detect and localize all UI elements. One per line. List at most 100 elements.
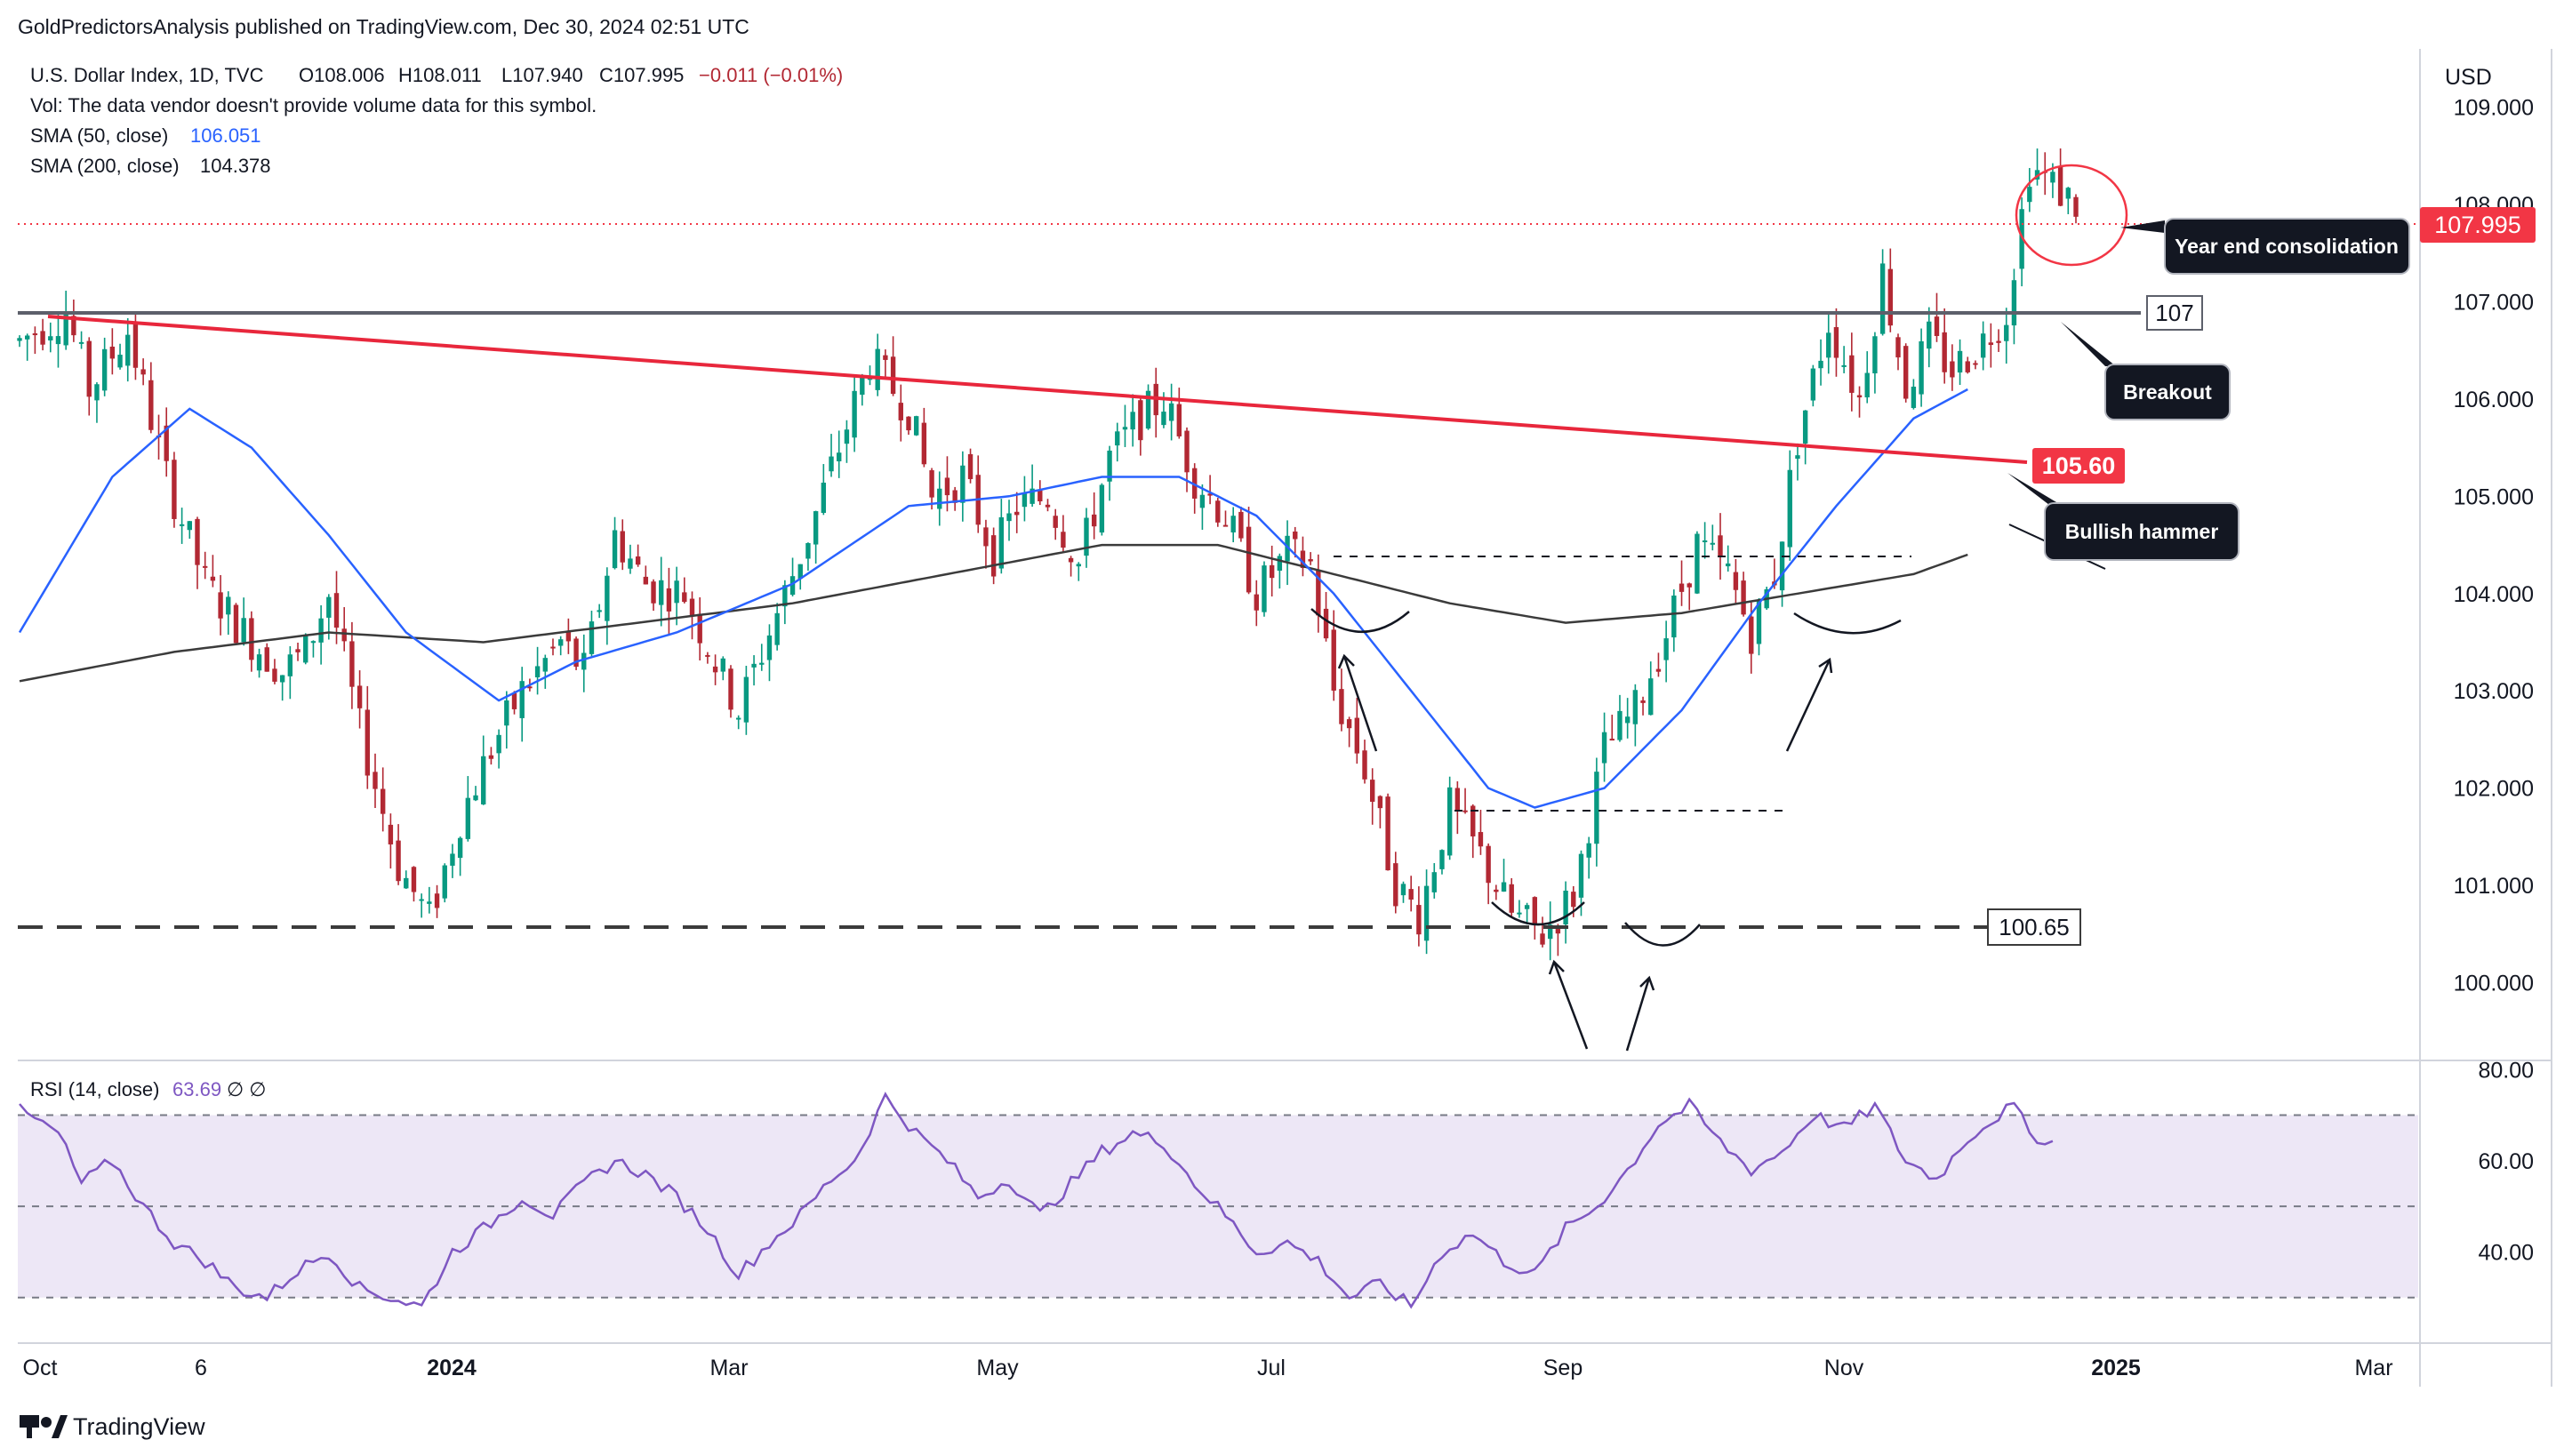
resistance-label[interactable]: 107	[2146, 295, 2203, 331]
candle-body	[1331, 629, 1336, 691]
candle-body	[527, 686, 533, 689]
price-tick-5: 104.000	[2454, 582, 2534, 607]
candle-body	[1872, 336, 1878, 374]
cup-left-1[interactable]	[1310, 608, 1410, 633]
candle-body	[1246, 526, 1252, 593]
candle-body	[17, 338, 22, 341]
candle-body	[519, 681, 525, 718]
arrow-4[interactable]	[1625, 975, 1655, 1052]
candle-body	[1091, 514, 1097, 527]
arrow-1[interactable]	[1337, 653, 1378, 752]
candle-body	[349, 641, 355, 687]
candle-body	[427, 901, 432, 904]
price-tick-3: 106.000	[2454, 388, 2534, 412]
callout-bullish-hammer[interactable]: Bullish hammer	[2007, 473, 2239, 561]
candle-body	[620, 531, 625, 563]
candle-body	[2073, 196, 2079, 217]
candle-body	[550, 646, 556, 649]
support-label[interactable]: 100.65	[1987, 908, 2081, 946]
candle-body	[1254, 594, 1259, 611]
candle-body	[565, 631, 572, 642]
price-tick-9: 100.000	[2454, 971, 2534, 996]
callout-breakout[interactable]: Breakout	[2061, 322, 2231, 420]
candle-body	[233, 604, 239, 644]
candle-body	[1934, 316, 1940, 336]
candle-body	[852, 390, 857, 438]
candle-body	[78, 341, 84, 344]
tradingview-logo[interactable]	[20, 1415, 68, 1438]
candle-body	[1950, 361, 1955, 378]
candle-body	[875, 348, 880, 390]
candle-body	[1887, 268, 1894, 326]
candle-body	[666, 588, 672, 612]
candle-body	[1431, 872, 1437, 892]
price-tick-4: 105.000	[2454, 484, 2534, 509]
legend-symbol-row: U.S. Dollar Index, 1D, TVC O108.006 H108…	[30, 64, 843, 86]
candle-body	[249, 618, 254, 660]
candle-body	[1532, 897, 1538, 925]
candle-body	[712, 666, 718, 673]
candle-body	[481, 756, 486, 804]
time-tick-3: Mar	[709, 1356, 748, 1380]
candle-body	[2050, 172, 2055, 183]
candle-body	[1277, 556, 1283, 572]
callout-year-end-text: Year end consolidation	[2175, 235, 2399, 258]
candle-body	[890, 356, 896, 395]
cup-bottom-1[interactable]	[1491, 901, 1585, 926]
candles	[17, 148, 2079, 961]
last-price-tag[interactable]: 107.995	[2420, 207, 2536, 243]
candle-body	[1238, 511, 1244, 539]
candle-body	[1199, 494, 1206, 508]
last-price-text: 107.995	[2434, 212, 2521, 238]
falling-trendline[interactable]	[47, 315, 2028, 464]
candle-body	[40, 331, 45, 345]
drawings	[18, 164, 2420, 1052]
candle-body	[1323, 608, 1329, 639]
candle-body	[821, 482, 827, 514]
arrow-2[interactable]	[1785, 657, 1833, 752]
arrow-3[interactable]	[1548, 959, 1589, 1050]
candle-body	[1648, 678, 1654, 716]
rsi-label[interactable]: RSI (14, close)	[30, 1078, 160, 1100]
candle-body	[805, 542, 811, 559]
time-tick-8: 2025	[2091, 1356, 2141, 1380]
time-axis[interactable]: Oct 6 2024 Mar May Jul Sep Nov 2025 Mar	[23, 1356, 2393, 1380]
candle-body	[1594, 772, 1599, 844]
candle-body	[1014, 511, 1020, 516]
candle-body	[148, 380, 154, 430]
cup-bottom-2[interactable]	[1624, 922, 1701, 947]
cup-left-2[interactable]	[1793, 612, 1902, 635]
rsi-axis[interactable]: 80.00 60.00 40.00	[18, 1058, 2534, 1299]
candle-body	[1640, 700, 1646, 703]
sma50-label[interactable]: SMA (50, close)	[30, 124, 168, 147]
publisher-line: GoldPredictorsAnalysis published on Trad…	[18, 15, 749, 38]
candle-body	[1927, 321, 1932, 349]
time-tick-5: Jul	[1257, 1356, 1286, 1380]
candle-body	[1726, 563, 1731, 567]
candle-body	[365, 709, 370, 776]
year-end-highlight-circle[interactable]	[2015, 164, 2128, 267]
candle-body	[419, 899, 424, 901]
candle-body	[937, 488, 942, 509]
callout-year-end[interactable]: Year end consolidation	[2120, 218, 2410, 275]
candle-body	[195, 518, 200, 565]
candle-body	[1370, 780, 1375, 802]
candle-body	[651, 581, 656, 604]
candle-body	[883, 355, 888, 360]
candle-body	[1416, 905, 1422, 935]
candle-body	[404, 877, 409, 889]
candle-body	[264, 647, 269, 672]
candle-body	[2057, 165, 2063, 206]
rsi-tick-0: 80.00	[2478, 1058, 2534, 1083]
candle-body	[1308, 559, 1313, 562]
trendline-level-tag[interactable]: 105.60	[2032, 448, 2125, 484]
candle-body	[1555, 926, 1561, 934]
candle-body	[1540, 933, 1545, 945]
candle-body	[450, 853, 455, 866]
candle-body	[1300, 550, 1306, 568]
candle-body	[1393, 863, 1398, 907]
candle-body	[341, 628, 347, 642]
candle-body	[86, 340, 92, 397]
sma200-label[interactable]: SMA (200, close)	[30, 155, 180, 177]
price-axis[interactable]: 109.000108.000107.000106.000105.000104.0…	[2454, 96, 2534, 996]
